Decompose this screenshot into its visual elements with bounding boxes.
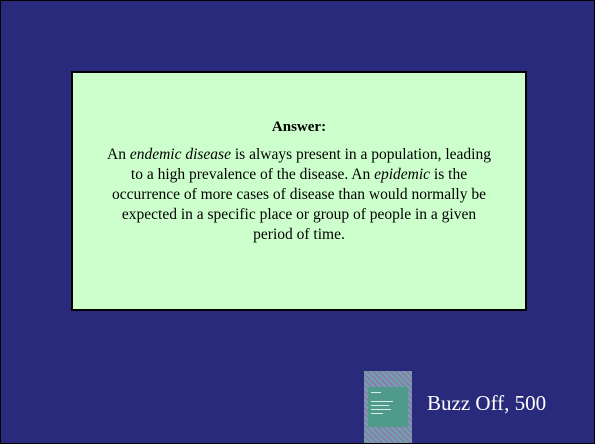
thumbnail-line xyxy=(371,409,391,410)
body-text: is the occurrence of more cases of disea… xyxy=(111,166,486,243)
card-body: An endemic disease is always present in … xyxy=(103,145,495,245)
thumbnail-line xyxy=(371,405,389,406)
footer-label: Buzz Off, 500 xyxy=(427,391,547,415)
card-title: Answer: xyxy=(271,119,327,135)
italic-text: endemic disease xyxy=(129,146,231,163)
thumbnail-panel xyxy=(368,387,408,427)
answer-card: Answer: An endemic disease is always pre… xyxy=(71,71,527,311)
book-thumbnail xyxy=(364,371,412,443)
thumbnail-line xyxy=(371,401,393,402)
thumbnail-line xyxy=(371,413,383,414)
body-text: An xyxy=(107,146,130,163)
body-text: is always present in a population, leadi… xyxy=(130,146,491,183)
thumbnail-line xyxy=(371,392,381,393)
italic-text: epidemic xyxy=(374,166,431,183)
